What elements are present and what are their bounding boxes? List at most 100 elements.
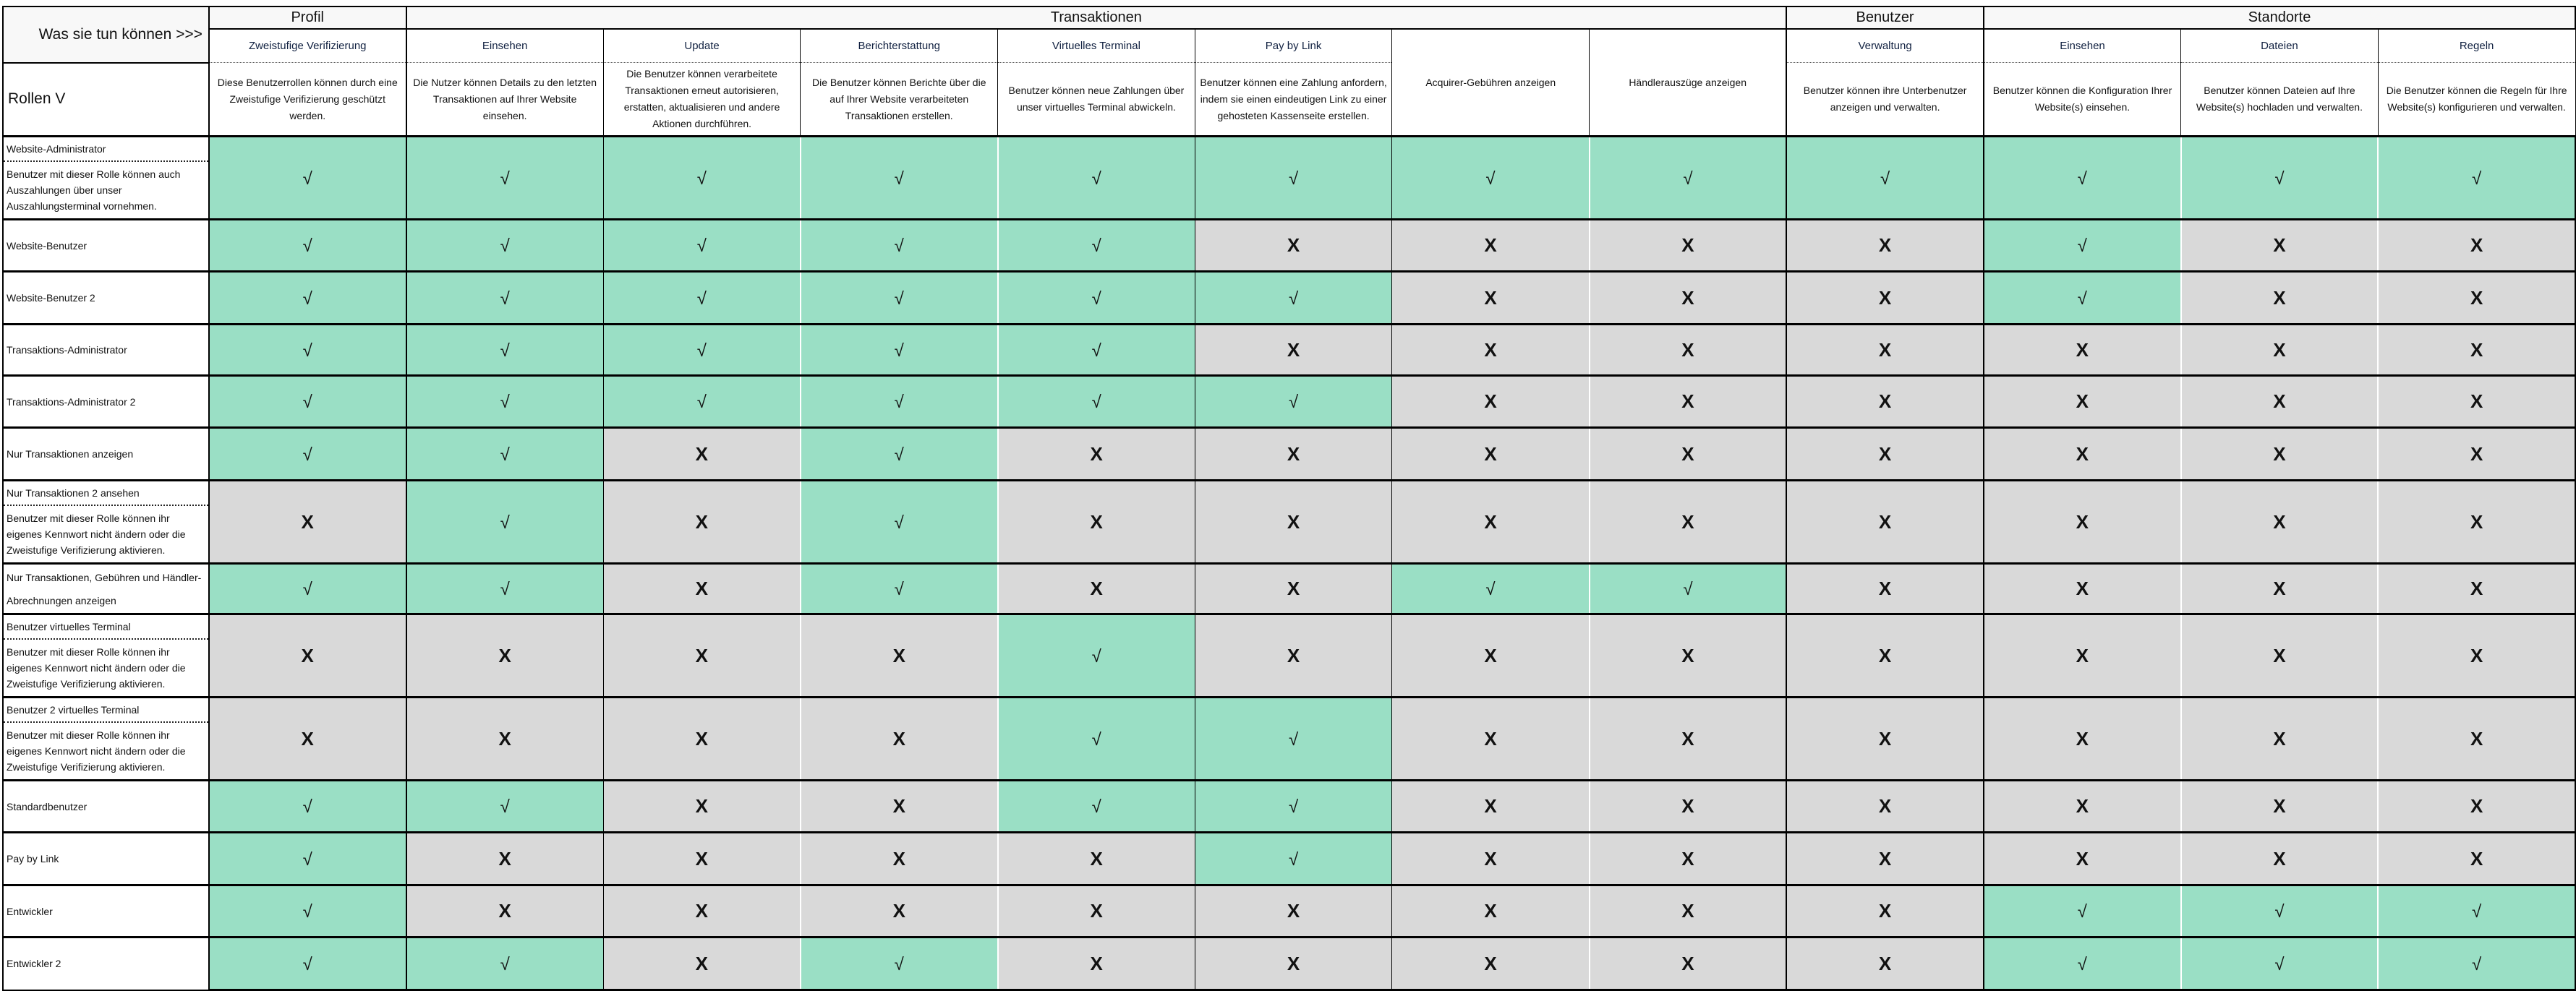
- role-cell: Benutzer virtuelles Terminal Benutzer mit…: [2, 613, 210, 698]
- permission-cell: X: [208, 696, 406, 781]
- permission-cell: X: [1391, 831, 1590, 886]
- permission-cell: X: [2180, 831, 2379, 886]
- permission-cell: X: [2377, 479, 2576, 565]
- permission-cell: √: [997, 779, 1195, 833]
- cross-icon: X: [1681, 442, 1694, 465]
- permission-cell: X: [1588, 374, 1787, 429]
- permission-cell: √: [997, 374, 1195, 429]
- check-icon: √: [500, 512, 510, 533]
- check-icon: √: [302, 954, 312, 974]
- role-row: Pay by Link √ X X X X √ X X X X X X: [2, 831, 2576, 886]
- permission-cell: X: [2377, 426, 2576, 481]
- cross-icon: X: [1878, 795, 1892, 817]
- cross-icon: X: [1878, 510, 1892, 533]
- permission-cell: X: [602, 779, 801, 833]
- cross-icon: X: [1287, 442, 1300, 465]
- cross-icon: X: [2273, 286, 2286, 309]
- cross-icon: X: [1878, 900, 1892, 922]
- role-row: Transaktions-Administrator 2 √ √ √ √ √ √ X X X X X X: [2, 374, 2576, 429]
- role-cell: Benutzer 2 virtuelles Terminal Benutzer m…: [2, 696, 210, 781]
- check-icon: √: [1091, 646, 1101, 666]
- permission-cell: X: [602, 426, 801, 481]
- group-header-row: Was sie tun können >>> Profil Transaktione…: [2, 6, 2576, 64]
- cross-icon: X: [2076, 795, 2089, 817]
- check-icon: √: [1091, 288, 1101, 309]
- check-icon: √: [894, 512, 904, 533]
- cross-icon: X: [1878, 847, 1892, 870]
- permission-cell: X: [1786, 884, 1984, 938]
- check-icon: √: [500, 168, 510, 189]
- permission-cell: X: [1786, 779, 1984, 833]
- permission-cell: √: [405, 479, 604, 565]
- cross-icon: X: [2273, 234, 2286, 256]
- permission-cell: X: [1786, 270, 1984, 325]
- column-title: Pay by Link: [1194, 28, 1393, 63]
- check-icon: √: [1485, 168, 1496, 189]
- cross-icon: X: [1484, 727, 1497, 750]
- cross-icon: X: [695, 952, 708, 974]
- check-icon: √: [696, 340, 707, 361]
- column-description: Acquirer-Gebühren anzeigen: [1391, 28, 1590, 137]
- cross-icon: X: [695, 795, 708, 817]
- permission-cell: X: [1391, 426, 1590, 481]
- check-icon: √: [2472, 902, 2482, 922]
- cross-icon: X: [1878, 390, 1892, 412]
- permission-cell: √: [1194, 270, 1392, 325]
- cross-icon: X: [695, 847, 708, 870]
- cross-icon: X: [1681, 952, 1694, 974]
- permission-cell: √: [602, 270, 801, 325]
- check-icon: √: [2077, 288, 2087, 309]
- permission-cell: √: [1982, 936, 2181, 991]
- permission-cell: √: [208, 426, 406, 481]
- cross-icon: X: [2273, 727, 2286, 750]
- role-name: Entwickler 2: [7, 958, 61, 970]
- permission-cell: √: [208, 135, 406, 220]
- cross-icon: X: [2470, 510, 2483, 533]
- cross-icon: X: [1287, 578, 1300, 599]
- permission-cell: X: [208, 479, 406, 565]
- permission-cell: √: [602, 135, 801, 220]
- cross-icon: X: [2076, 644, 2089, 666]
- cross-icon: X: [2470, 644, 2483, 666]
- check-icon: √: [302, 236, 312, 256]
- permission-cell: √: [602, 218, 801, 273]
- check-icon: √: [302, 288, 312, 309]
- role-name: Benutzer virtuelles Terminal: [4, 617, 208, 640]
- permission-cell: √: [1786, 135, 1984, 220]
- permission-cell: √: [799, 270, 998, 325]
- role-cell: Nur Transaktionen, Gebühren und Händler-…: [2, 562, 210, 615]
- permission-cell: X: [1194, 613, 1392, 698]
- cross-icon: X: [892, 644, 905, 666]
- check-icon: √: [894, 340, 904, 361]
- permission-cell: X: [1786, 374, 1984, 429]
- cross-icon: X: [1484, 234, 1497, 256]
- permission-cell: √: [2180, 936, 2379, 991]
- check-icon: √: [696, 288, 707, 309]
- check-icon: √: [2077, 236, 2087, 256]
- cross-icon: X: [2273, 847, 2286, 870]
- permission-cell: √: [997, 270, 1195, 325]
- cross-icon: X: [1681, 510, 1694, 533]
- check-icon: √: [894, 954, 904, 974]
- role-cell: Standardbenutzer: [2, 779, 210, 833]
- permission-cell: X: [799, 696, 998, 781]
- column-title: Update: [602, 28, 801, 63]
- permission-cell: X: [1194, 323, 1392, 377]
- check-icon: √: [302, 340, 312, 361]
- permission-cell: X: [997, 562, 1195, 615]
- cross-icon: X: [1484, 795, 1497, 817]
- permission-cell: X: [602, 562, 801, 615]
- cross-icon: X: [2470, 390, 2483, 412]
- permission-cell: X: [799, 613, 998, 698]
- cross-icon: X: [1090, 510, 1103, 533]
- cross-icon: X: [892, 795, 905, 817]
- permission-cell: X: [799, 779, 998, 833]
- cross-icon: X: [2076, 442, 2089, 465]
- permission-cell: X: [1786, 696, 1984, 781]
- permission-cell: X: [997, 479, 1195, 565]
- column-description: Benutzer können ihre Unterbenutzer anzei…: [1786, 62, 1984, 137]
- permission-cell: X: [1982, 323, 2181, 377]
- permission-cell: X: [1391, 479, 1590, 565]
- check-icon: √: [302, 849, 312, 870]
- permission-cell: X: [602, 884, 801, 938]
